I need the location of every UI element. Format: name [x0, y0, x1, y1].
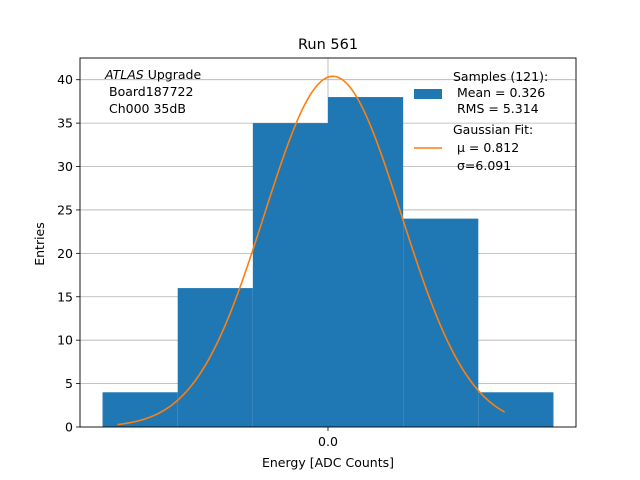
y-axis-label: Entries [32, 222, 47, 266]
annotation-channel: Ch000 35dB [109, 101, 186, 116]
y-tick-label: 10 [57, 333, 73, 348]
annotation-board: Board187722 [109, 84, 193, 99]
y-tick-label: 25 [57, 202, 73, 217]
histogram-bar [478, 392, 554, 427]
annotation-upgrade: Upgrade [144, 67, 202, 82]
legend-rms: RMS = 5.314 [457, 101, 539, 116]
y-tick-label: 0 [65, 420, 73, 435]
bars-layer [102, 97, 554, 427]
x-tick-label: 0.0 [318, 434, 338, 449]
legend-bar-swatch [414, 89, 442, 99]
histogram-bar [252, 123, 328, 427]
annotation-atlas: ATLAS [104, 67, 144, 82]
histogram-bar [328, 97, 404, 427]
y-tick-label: 5 [65, 376, 73, 391]
y-tick-label: 40 [57, 72, 73, 87]
fit-layer [117, 75, 506, 426]
annotation-line-1: ATLAS Upgrade [104, 67, 201, 82]
y-tick-label: 20 [57, 246, 73, 261]
y-tick-label: 15 [57, 289, 73, 304]
legend-fit-title: Gaussian Fit: [453, 122, 533, 137]
legend-mean: Mean = 0.326 [457, 85, 545, 100]
gaussian-fit-line [117, 75, 506, 426]
legend-samples-title: Samples (121): [453, 69, 548, 84]
histogram-bar [403, 218, 479, 427]
x-axis-label: Energy [ADC Counts] [262, 455, 394, 470]
y-tick-label: 30 [57, 159, 73, 174]
y-tick-label: 35 [57, 116, 73, 131]
ticks-layer: 0 5 10 15 20 25 30 35 40 0.0 [57, 72, 338, 449]
legend-mu: μ = 0.812 [457, 140, 519, 155]
histogram-bar [177, 288, 253, 427]
chart-title: Run 561 [298, 37, 358, 53]
legend: Samples (121): Mean = 0.326 RMS = 5.314 … [414, 69, 548, 173]
legend-sigma: σ=6.091 [457, 158, 511, 173]
annotation-box: ATLAS Upgrade Board187722 Ch000 35dB [104, 67, 201, 116]
